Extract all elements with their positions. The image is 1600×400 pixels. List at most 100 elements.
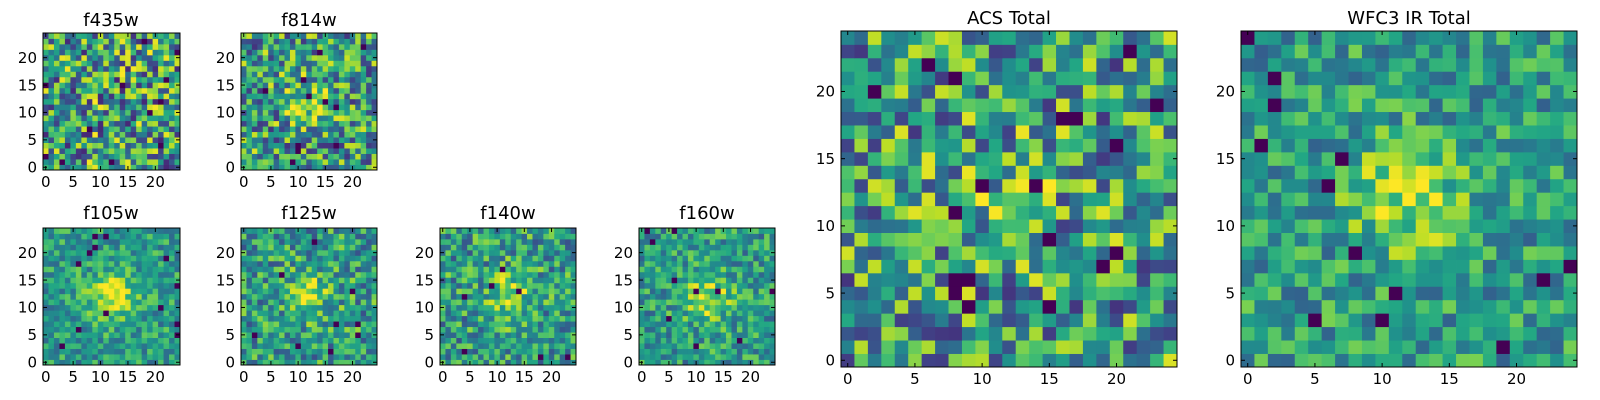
heatmap-cell [537, 244, 544, 251]
heatmap-cell [948, 71, 963, 86]
heatmap-cell [854, 98, 869, 113]
heatmap-cell [1469, 272, 1484, 287]
heatmap-cell [483, 332, 490, 338]
heatmap-cell [1042, 178, 1057, 193]
heatmap-cell [565, 266, 571, 273]
heatmap-cell [693, 277, 700, 284]
heatmap-cell [867, 125, 882, 139]
heatmap-cell [516, 354, 522, 360]
heatmap-cell [284, 71, 291, 78]
heatmap-cell [103, 255, 110, 262]
heatmap-cell [666, 238, 673, 245]
heatmap-cell [671, 271, 678, 278]
heatmap-cell [921, 232, 936, 247]
heatmap-cell [747, 233, 754, 240]
heatmap-cell [1002, 71, 1017, 86]
heatmap-cell [48, 142, 55, 149]
heatmap-cell [1029, 313, 1043, 328]
heatmap-cell [251, 71, 258, 78]
heatmap-cell [284, 98, 291, 105]
heatmap-cell [1015, 192, 1030, 207]
heatmap-cell [268, 260, 275, 267]
heatmap-cell [273, 249, 280, 256]
heatmap-cell [344, 71, 351, 78]
heatmap-cell [284, 249, 291, 256]
heatmap-cell [660, 326, 667, 333]
heatmap-cell [295, 131, 302, 138]
heatmap-cell [360, 71, 367, 78]
heatmap-cell [1082, 98, 1097, 113]
heatmap-cell [108, 148, 115, 154]
heatmap-cell [75, 148, 82, 154]
heatmap-cell [867, 299, 882, 314]
heatmap-cell [677, 332, 683, 338]
y-tick-label: 0 [424, 354, 434, 372]
heatmap-cell [726, 266, 732, 273]
heatmap-cell [147, 354, 153, 360]
heatmap-cell [355, 348, 362, 355]
heatmap-cell [360, 304, 367, 311]
heatmap-cell [1456, 313, 1470, 328]
heatmap-cell [75, 164, 82, 171]
heatmap-cell [328, 33, 334, 39]
heatmap-cell [338, 299, 345, 306]
heatmap-cell [488, 288, 495, 295]
heatmap-cell [103, 87, 110, 94]
heatmap-cell [1482, 259, 1497, 274]
heatmap-cell [251, 65, 258, 72]
heatmap-cell [472, 249, 479, 256]
heatmap-cell [693, 354, 700, 360]
heatmap-cell [152, 93, 159, 100]
heatmap-cell [147, 93, 153, 100]
heatmap-cell [338, 359, 345, 366]
heatmap-cell [306, 43, 313, 50]
heatmap-cell [75, 304, 82, 311]
heatmap-cell [163, 321, 170, 328]
heatmap-cell [639, 343, 645, 349]
heatmap-cell [317, 76, 323, 83]
heatmap-cell [81, 82, 88, 89]
heatmap-cell [108, 159, 115, 165]
heatmap-cell [715, 310, 721, 317]
heatmap-cell [494, 249, 501, 256]
heatmap-cell [284, 33, 291, 39]
heatmap-cell [174, 65, 181, 72]
heatmap-cell [488, 343, 495, 349]
heatmap-cell [257, 271, 264, 278]
heatmap-cell [174, 260, 181, 267]
heatmap-cell [300, 104, 307, 111]
heatmap-cell [268, 98, 275, 105]
heatmap-cell [445, 354, 452, 360]
heatmap-cell [666, 321, 673, 328]
heatmap-cell [494, 244, 501, 251]
heatmap-cell [86, 120, 93, 127]
heatmap-cell [483, 266, 490, 273]
heatmap-cell [649, 321, 656, 328]
heatmap-cell [103, 82, 110, 89]
heatmap-cell [317, 288, 323, 295]
heatmap-cell [565, 326, 571, 333]
heatmap-cell [130, 304, 137, 311]
heatmap-cell [988, 84, 1003, 99]
heatmap-cell [125, 348, 132, 355]
heatmap-cell [86, 266, 93, 273]
heatmap-cell [660, 266, 667, 273]
heatmap-cell [108, 337, 115, 344]
heatmap-cell [521, 288, 528, 295]
heatmap-cell [328, 260, 334, 267]
heatmap-cell [1150, 165, 1164, 180]
heatmap-cell [1109, 205, 1124, 220]
heatmap-cell [935, 84, 949, 99]
heatmap-cell [554, 359, 561, 366]
heatmap-cell [570, 288, 577, 295]
heatmap-cell [174, 299, 181, 306]
heatmap-cell [371, 260, 378, 267]
heatmap-cell [48, 299, 55, 306]
heatmap-cell [461, 359, 468, 366]
heatmap-cell [1002, 205, 1017, 220]
heatmap-cell [649, 255, 656, 262]
heatmap-cell [537, 260, 544, 267]
heatmap-cell [273, 65, 280, 72]
heatmap-cell [666, 348, 673, 355]
heatmap-cell [86, 126, 93, 133]
